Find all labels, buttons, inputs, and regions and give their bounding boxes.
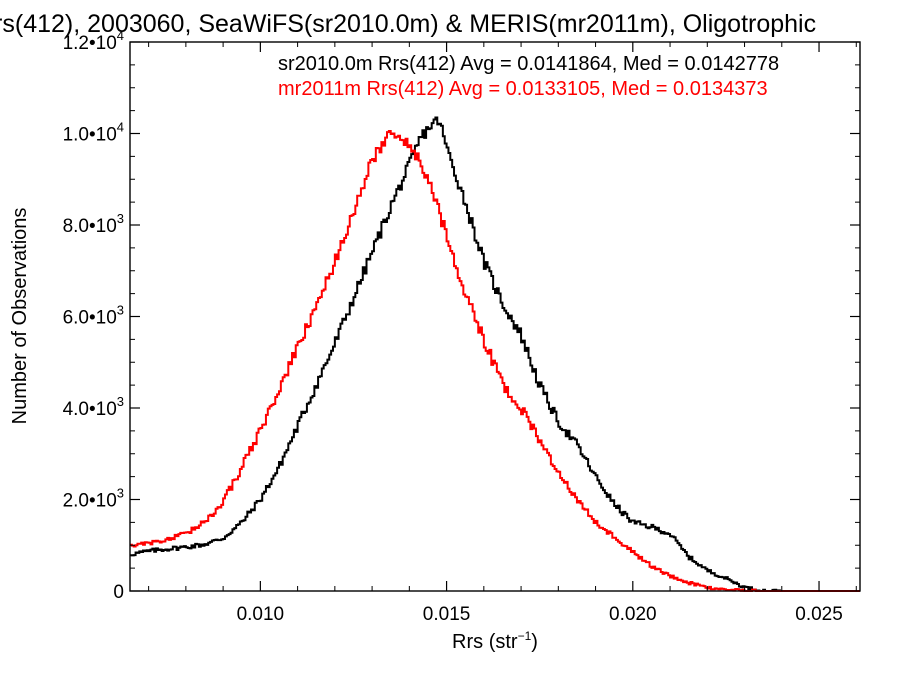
x-tick-label: 0.025 xyxy=(795,604,843,625)
y-tick-mantissa: 4.0•10 xyxy=(63,399,117,420)
y-tick-mantissa: 2.0•10 xyxy=(63,491,117,512)
plot-frame xyxy=(129,41,861,592)
y-tick-exponent: 3 xyxy=(117,486,124,501)
y-tick-exponent: 3 xyxy=(117,394,124,409)
y-tick-mantissa: 1.2•10 xyxy=(63,33,117,54)
y-tick-label: 4.0•103 xyxy=(63,394,124,420)
y-tick-label: 0 xyxy=(113,582,124,603)
legend-entry-series-2: mr2011m Rrs(412) Avg = 0.0133105, Med = … xyxy=(278,78,768,100)
x-tick-label: 0.015 xyxy=(423,604,471,625)
y-tick-exponent: 3 xyxy=(117,211,124,226)
x-axis-label-sup: −1 xyxy=(518,629,532,643)
series-layer xyxy=(130,116,860,592)
y-tick-mantissa: 8.0•10 xyxy=(63,216,117,237)
y-tick-exponent: 4 xyxy=(117,120,124,135)
x-tick-label: 0.020 xyxy=(609,604,657,625)
y-tick-label: 1.0•104 xyxy=(63,120,124,146)
y-tick-mantissa: 0 xyxy=(113,582,124,603)
y-axis-label: Number of Observations xyxy=(9,208,31,425)
y-tick-exponent: 4 xyxy=(117,28,124,43)
y-tick-mantissa: 6.0•10 xyxy=(63,308,117,329)
y-tick-exponent: 3 xyxy=(117,303,124,318)
series-line-1 xyxy=(130,116,860,592)
series-line-2 xyxy=(130,130,860,592)
x-tick-label: 0.010 xyxy=(237,604,285,625)
axis-ticks: 0.010 0.015 0.020 0.02502.0•1034.0•1036.0•1… xyxy=(63,28,860,625)
x-axis-label: Rrs (str−1) xyxy=(452,629,538,653)
x-axis-label-main: Rrs (str xyxy=(452,631,518,653)
y-tick-mantissa: 1.0•10 xyxy=(63,125,117,146)
y-tick-label: 1.2•104 xyxy=(63,28,124,54)
y-tick-label: 6.0•103 xyxy=(63,303,124,329)
chart-title: Rrs(412), 2003060, SeaWiFS(sr2010.0m) & … xyxy=(0,10,816,38)
legend-entry-series-1: sr2010.0m Rrs(412) Avg = 0.0141864, Med … xyxy=(278,53,779,75)
y-tick-label: 2.0•103 xyxy=(63,486,124,512)
y-tick-label: 8.0•103 xyxy=(63,211,124,237)
x-axis-label-end: ) xyxy=(531,631,538,653)
